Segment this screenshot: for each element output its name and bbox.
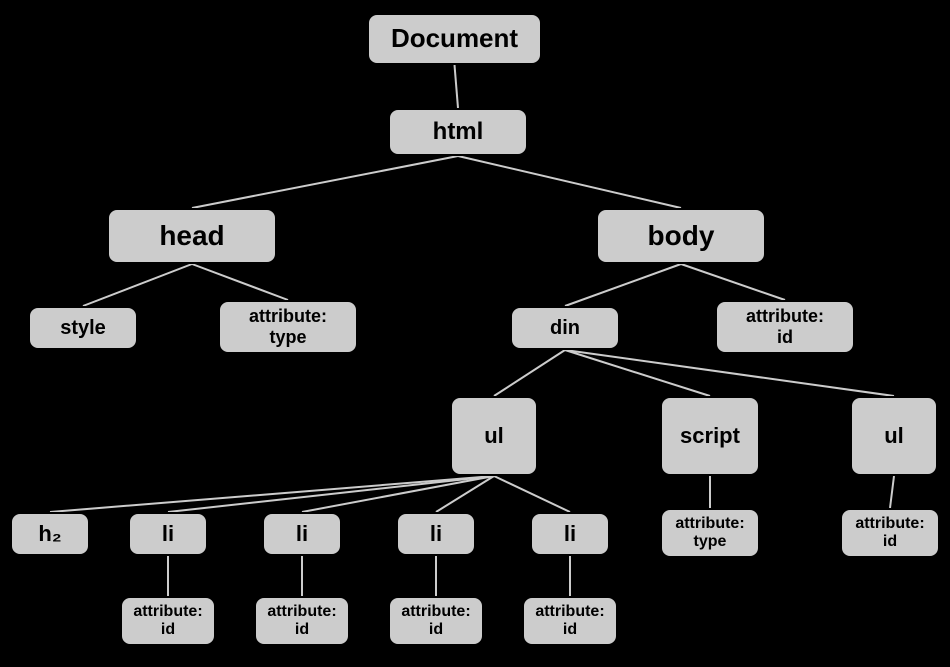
node-attrid3: attribute:id: [388, 596, 484, 646]
node-attrid_ul: attribute:id: [840, 508, 940, 558]
node-attrtype2: attribute:type: [660, 508, 760, 558]
node-din: din: [510, 306, 620, 350]
node-li2: li: [262, 512, 342, 556]
edge: [192, 264, 288, 300]
node-style: style: [28, 306, 138, 350]
edge: [681, 264, 785, 300]
edge: [192, 156, 458, 208]
edge: [565, 350, 710, 396]
node-attrid4: attribute:id: [522, 596, 618, 646]
node-attrid_b: attribute:id: [715, 300, 855, 354]
node-document: Document: [367, 13, 542, 65]
node-body: body: [596, 208, 766, 264]
node-script: script: [660, 396, 760, 476]
dom-tree-diagram: Document html head body style attribute:type d…: [0, 0, 950, 667]
node-attrtype1: attribute:type: [218, 300, 358, 354]
edge: [494, 350, 565, 396]
node-li4: li: [530, 512, 610, 556]
edge: [494, 476, 570, 512]
edge: [458, 156, 681, 208]
edge: [83, 264, 192, 306]
edge: [890, 476, 894, 508]
edge: [565, 350, 894, 396]
node-attrid1: attribute:id: [120, 596, 216, 646]
node-li1: li: [128, 512, 208, 556]
node-li3: li: [396, 512, 476, 556]
node-ul2: ul: [850, 396, 938, 476]
edge: [565, 264, 681, 306]
node-ul1: ul: [450, 396, 538, 476]
edge: [302, 476, 494, 512]
node-h2: h₂: [10, 512, 90, 556]
node-attrid2: attribute:id: [254, 596, 350, 646]
node-head: head: [107, 208, 277, 264]
node-html: html: [388, 108, 528, 156]
edge: [455, 65, 459, 108]
edge: [50, 476, 494, 512]
edge: [168, 476, 494, 512]
edge: [436, 476, 494, 512]
